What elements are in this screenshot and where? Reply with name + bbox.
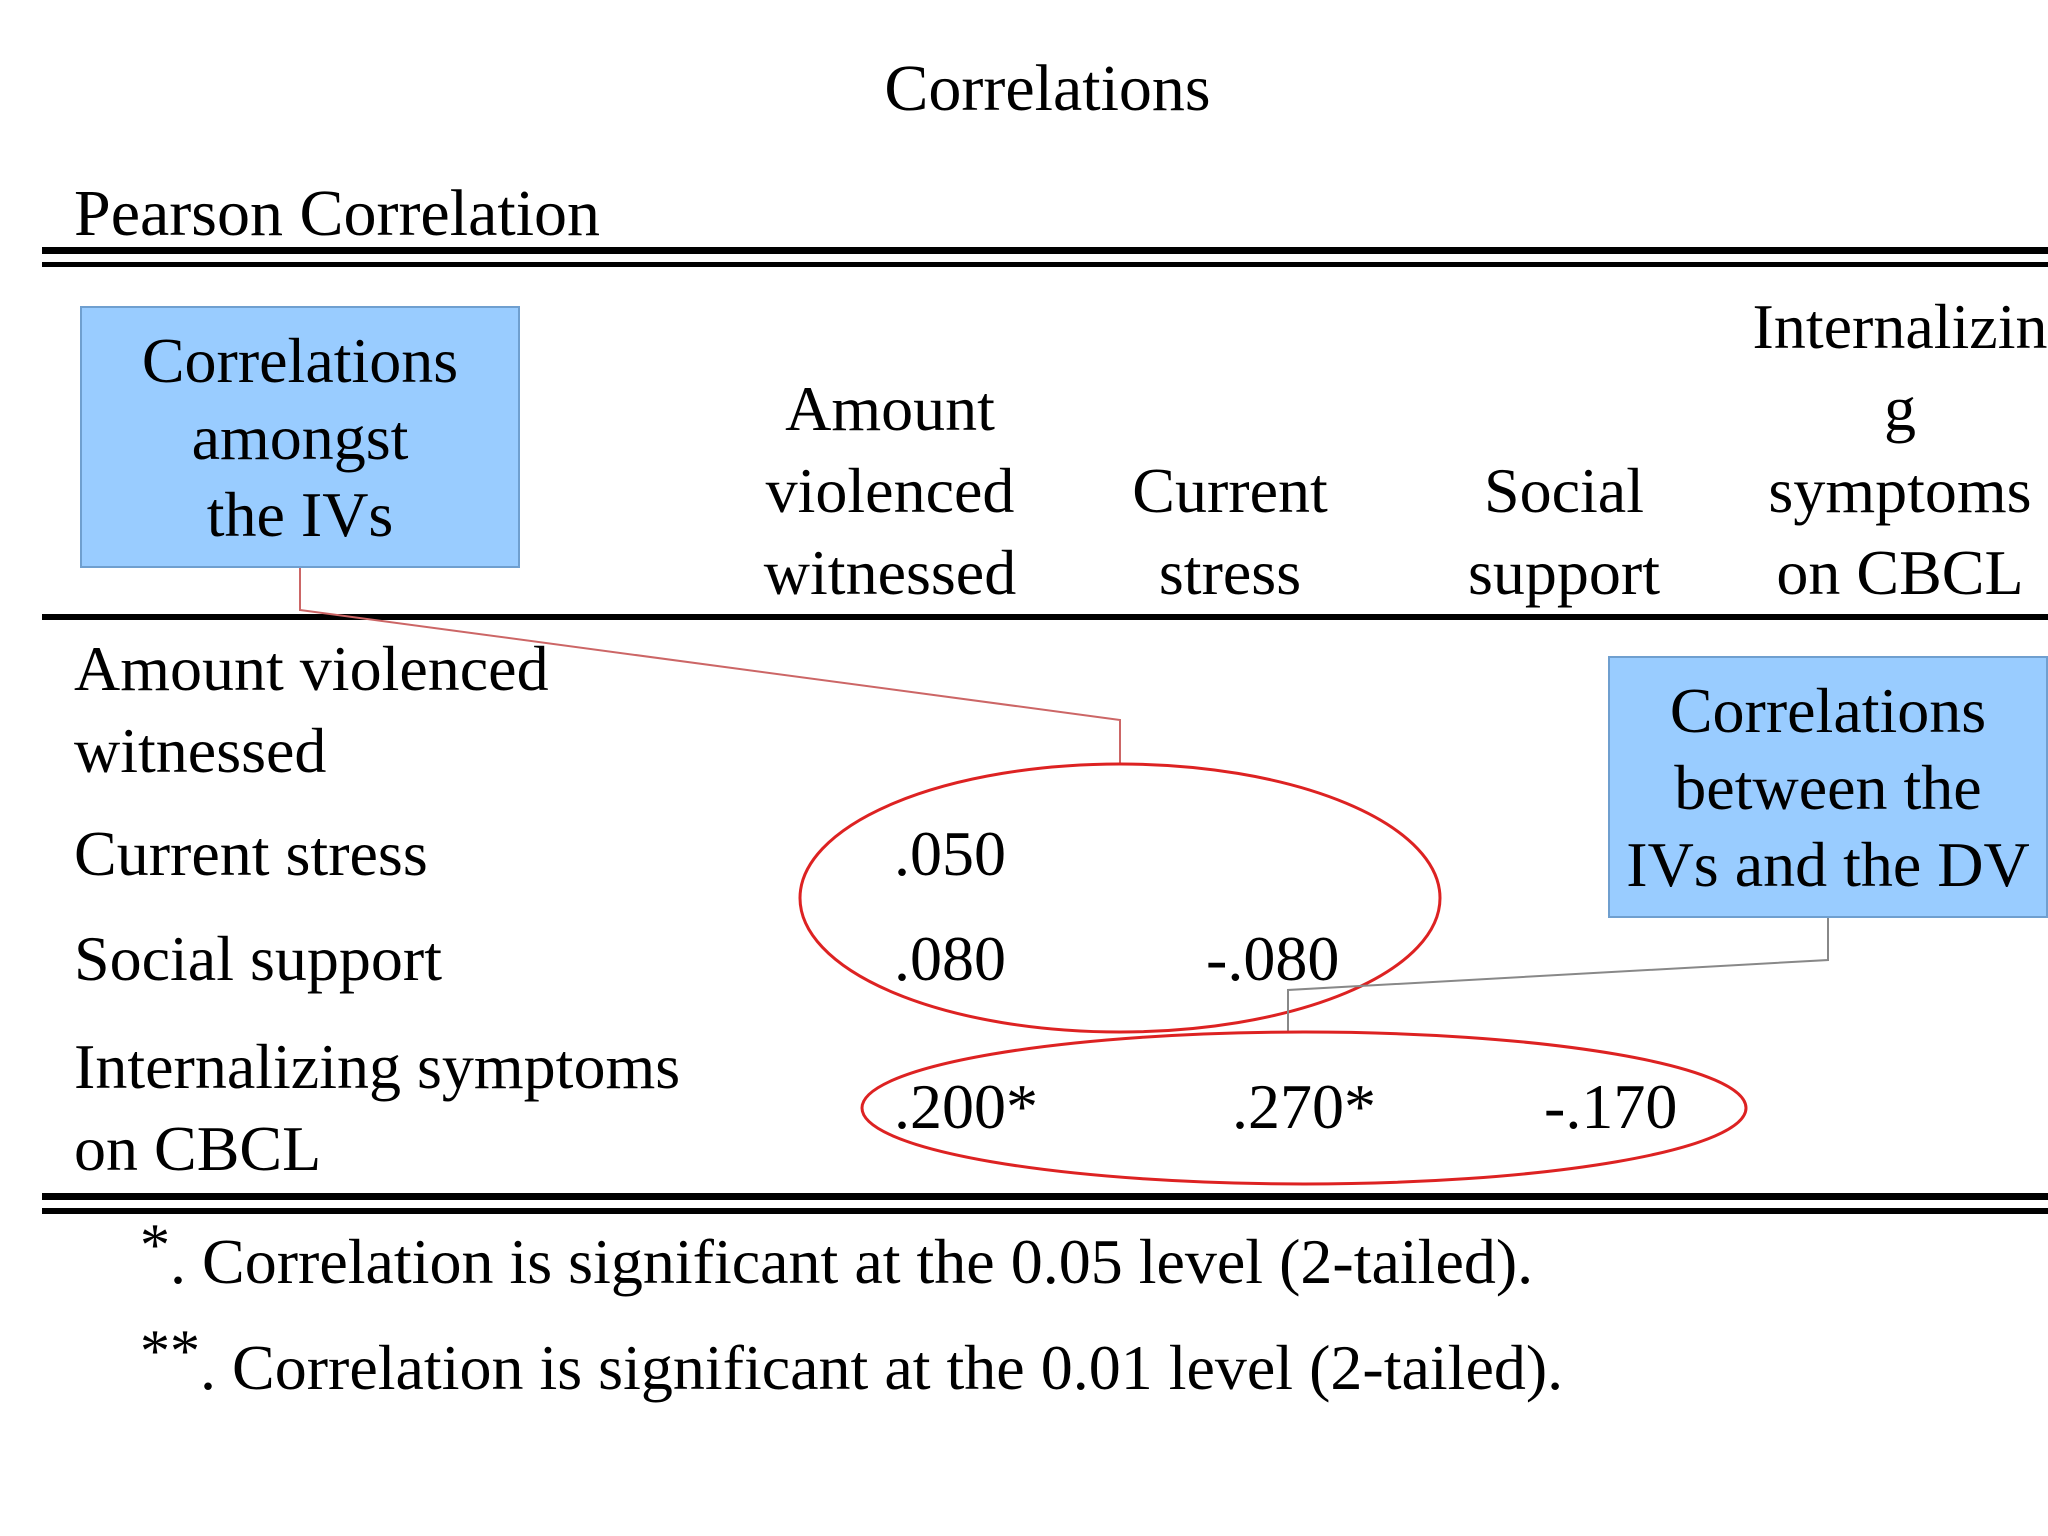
ivs-correlations-ellipse: [798, 762, 1442, 1034]
bottom-rule-1: [42, 1193, 2048, 1200]
iv-dv-correlations-ellipse: [860, 1030, 1748, 1186]
column-header-social-support: Social support: [1468, 455, 1660, 608]
footnote-text: . Correlation is significant at the 0.05…: [170, 1226, 1534, 1297]
table-subtitle: Pearson Correlation: [74, 177, 601, 250]
callout-ivs-correlations: Correlations amongst the IVs: [80, 306, 520, 568]
cell-current-stress-x-amount-violence: .050: [894, 818, 1006, 889]
cell-internalizing-x-current-stress: .270*: [1232, 1071, 1376, 1142]
top-rule-2: [42, 262, 2048, 267]
table-title: Correlations: [884, 52, 1211, 125]
cell-internalizing-x-social-support: -.170: [1544, 1071, 1678, 1142]
cell-social-support-x-current-stress: -.080: [1206, 923, 1340, 994]
column-header-amount-violence: Amount violenced witnessed: [763, 373, 1017, 608]
callout-iv-dv-correlations: Correlations between the IVs and the DV: [1608, 656, 2048, 918]
cell-social-support-x-amount-violence: .080: [894, 923, 1006, 994]
bottom-rule-2: [42, 1208, 2048, 1214]
row-label-internalizing-symptoms: Internalizing symptoms on CBCL: [74, 1031, 681, 1184]
top-rule-1: [42, 247, 2048, 254]
footnote-text: . Correlation is significant at the 0.01…: [200, 1332, 1564, 1403]
row-label-amount-violence: Amount violenced witnessed: [74, 633, 549, 786]
column-header-internalizing-symptoms: Internalizin g symptoms on CBCL: [1752, 291, 2048, 608]
cell-internalizing-x-amount-violence: .200*: [894, 1071, 1038, 1142]
ivs-callout-leader-line: [299, 568, 1121, 764]
header-rule: [42, 614, 2048, 620]
footnote-significance-001: **. Correlation is significant at the 0.…: [140, 1318, 1564, 1409]
footnote-mark: *: [140, 1212, 170, 1278]
footnote-mark: **: [140, 1318, 200, 1384]
iv-dv-callout-leader-line: [1287, 918, 1829, 1032]
row-label-current-stress: Current stress: [74, 818, 428, 889]
column-header-current-stress: Current stress: [1132, 455, 1328, 608]
row-label-social-support: Social support: [74, 923, 442, 994]
footnote-significance-005: *. Correlation is significant at the 0.0…: [140, 1212, 1534, 1303]
